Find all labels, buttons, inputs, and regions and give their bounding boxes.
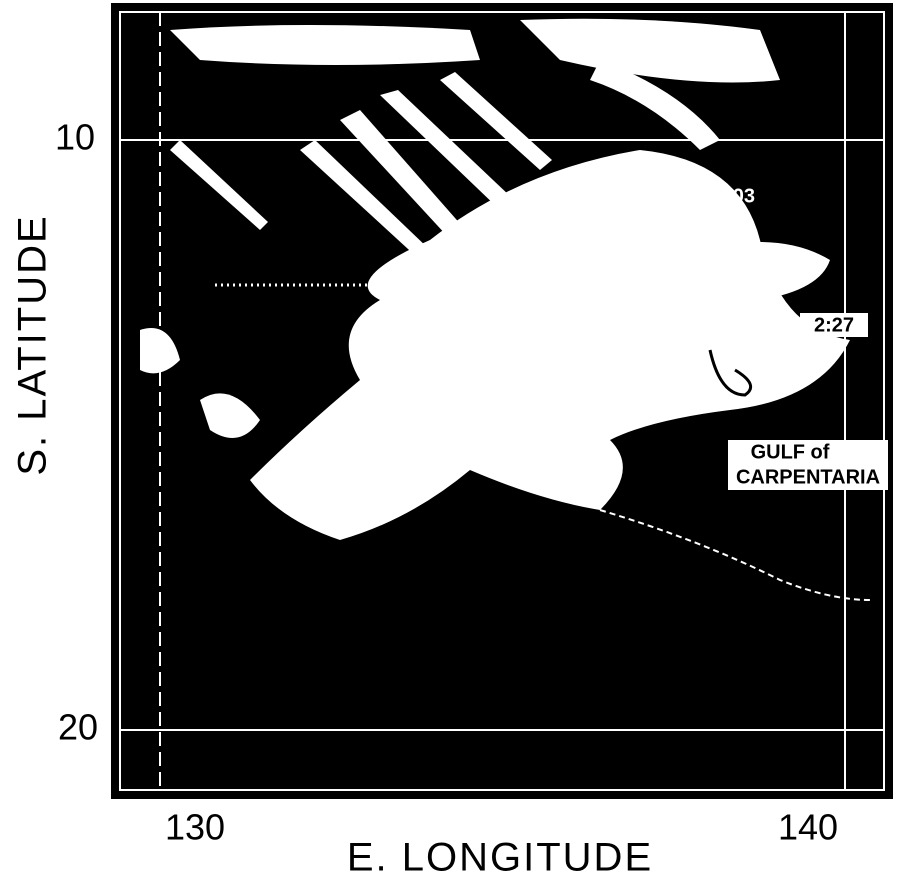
- place-label: CARPENTARIA: [736, 466, 880, 488]
- place-label: GULF of: [751, 441, 830, 463]
- time-label: 3:03: [715, 185, 755, 207]
- x-axis-label: E. LONGITUDE: [347, 836, 653, 880]
- time-label: 2:27: [814, 314, 854, 336]
- x-tick-label: 130: [165, 807, 225, 848]
- cloud-cover: [140, 18, 850, 540]
- track-line: [714, 214, 736, 371]
- image-border: [119, 11, 885, 791]
- track-arrow: [708, 349, 753, 397]
- y-axis-label: S. LATITUDE: [11, 214, 55, 475]
- y-tick-label: 10: [55, 117, 95, 158]
- y-tick-label: 20: [58, 707, 98, 748]
- label-box: [728, 440, 888, 490]
- label-box: [800, 313, 868, 337]
- x-tick-label: 140: [778, 807, 838, 848]
- coastline: [599, 509, 871, 601]
